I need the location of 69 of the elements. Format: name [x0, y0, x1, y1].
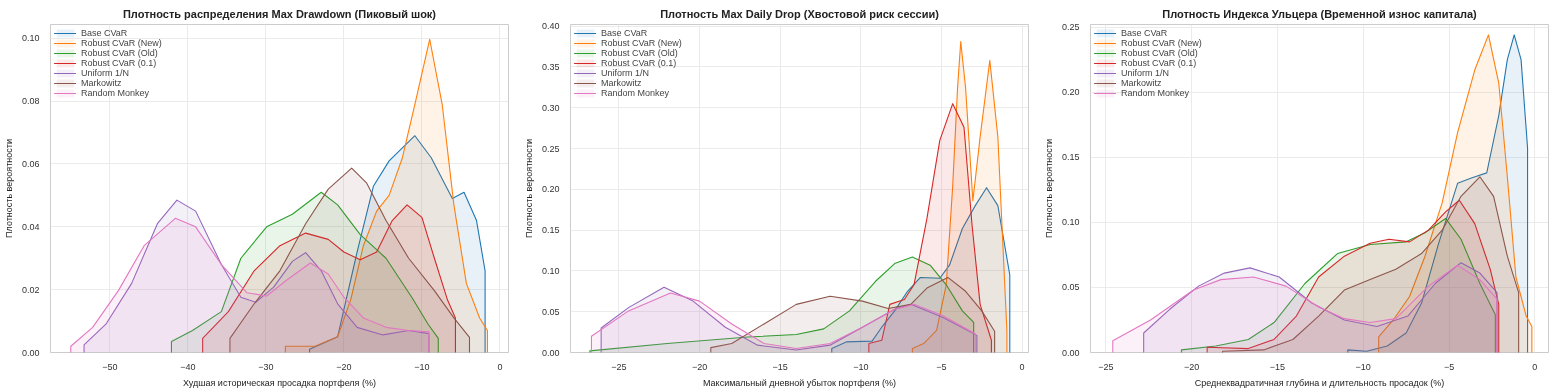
x-tick-label: −30	[258, 361, 274, 372]
y-tick-label: 0.00	[21, 347, 40, 358]
legend-label: Robust CVaR (Old)	[601, 48, 678, 58]
x-tick-label: −10	[414, 361, 430, 372]
legend-label: Base CVaR	[1121, 28, 1168, 38]
legend-label: Markowitz	[601, 78, 642, 88]
y-tick-label: 0.00	[541, 347, 560, 358]
y-axis-title: Плотность вероятности	[3, 139, 14, 238]
legend-label: Robust CVaR (New)	[1121, 38, 1202, 48]
legend-label: Robust CVaR (New)	[601, 38, 682, 48]
x-tick-label: −15	[1269, 361, 1286, 372]
legend-label: Markowitz	[1121, 78, 1162, 88]
y-tick-label: 0.08	[21, 96, 40, 107]
y-tick-label: 0.10	[1061, 217, 1080, 228]
y-tick-label: 0.20	[1061, 87, 1080, 98]
y-tick-label: 0.40	[541, 21, 560, 32]
legend-label: Base CVaR	[81, 28, 128, 38]
y-axis-title: Плотность вероятности	[523, 139, 534, 238]
x-tick-label: 0	[1532, 361, 1538, 372]
legend-label: Robust CVaR (0.1)	[1121, 58, 1197, 68]
x-axis-title: Максимальный дневной убыток портфеля (%)	[702, 377, 897, 388]
y-tick-label: 0.05	[1061, 282, 1080, 293]
y-tick-label: 0.35	[541, 61, 560, 72]
x-tick-label: −10	[1355, 361, 1371, 372]
legend-label: Robust CVaR (Old)	[81, 48, 158, 58]
y-tick-label: 0.06	[21, 158, 40, 169]
x-tick-label: −25	[611, 361, 627, 372]
x-tick-label: 0	[1019, 361, 1025, 372]
x-axis-title: Среднеквадратичная глубина и длительность просадок (%)	[1194, 377, 1445, 388]
x-tick-label: −50	[102, 361, 118, 372]
chart-title: Плотность Индекса Ульцера (Временной износ капитала)	[1162, 7, 1478, 20]
chart-title: Плотность распределения Max Drawdown (Пиковый шок)	[122, 7, 437, 20]
y-tick-label: 0.30	[541, 102, 560, 113]
y-tick-label: 0.15	[1061, 152, 1080, 163]
y-tick-label: 0.02	[21, 284, 40, 295]
y-tick-label: 0.25	[541, 143, 560, 154]
x-tick-label: −40	[180, 361, 196, 372]
legend-label: Robust CVaR (0.1)	[601, 58, 677, 68]
legend-label: Uniform 1/N	[1121, 68, 1170, 78]
y-tick-label: 0.04	[21, 221, 40, 232]
legend-label: Robust CVaR (New)	[81, 38, 162, 48]
x-tick-label: −20	[691, 361, 708, 372]
x-tick-label: −5	[936, 361, 947, 372]
legend-label: Markowitz	[81, 78, 122, 88]
x-tick-label: −20	[336, 361, 352, 372]
chart-title: Плотность Max Daily Drop (Хвостовой риск сессии)	[660, 7, 940, 20]
y-tick-label: 0.05	[541, 306, 560, 317]
x-axis-title: Худшая историческая просадка портфеля (%)	[183, 377, 376, 388]
legend-label: Random Monkey	[81, 88, 150, 98]
legend-label: Robust CVaR (Old)	[1121, 48, 1198, 58]
y-tick-label: 0.15	[541, 225, 560, 236]
y-axis-title: Плотность вероятности	[1043, 139, 1054, 238]
x-tick-label: −5	[1443, 361, 1455, 372]
legend-label: Uniform 1/N	[601, 68, 650, 78]
y-tick-label: 0.00	[1061, 347, 1080, 358]
legend-label: Base CVaR	[601, 28, 648, 38]
x-tick-label: 0	[497, 361, 503, 372]
y-tick-label: 0.10	[541, 265, 560, 276]
y-tick-label: 0.25	[1061, 22, 1080, 33]
x-tick-label: −15	[772, 361, 788, 372]
legend-label: Uniform 1/N	[81, 68, 130, 78]
y-tick-label: 0.10	[21, 33, 40, 44]
legend-label: Robust CVaR (0.1)	[81, 58, 157, 68]
legend-label: Random Monkey	[1121, 88, 1190, 98]
x-tick-label: −20	[1184, 361, 1200, 372]
legend-label: Random Monkey	[601, 88, 670, 98]
y-tick-label: 0.20	[541, 184, 560, 195]
x-tick-label: −10	[853, 361, 869, 372]
x-tick-label: −25	[1098, 361, 1114, 372]
